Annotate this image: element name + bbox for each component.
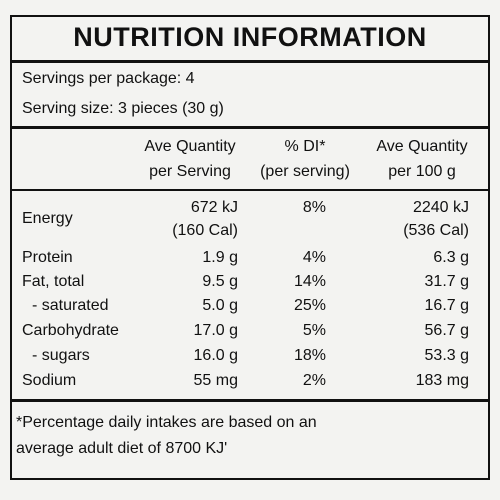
divider: [10, 126, 490, 129]
servings-per-package: Servings per package: 4: [22, 70, 195, 87]
cell-value: 16.0 g: [193, 347, 238, 364]
cell-value: 16.7 g: [424, 297, 469, 314]
cell-value: 672 kJ: [190, 199, 238, 216]
cell-value: 17.0 g: [193, 322, 238, 339]
cell-value: 6.3 g: [433, 249, 469, 266]
column-header: (per serving): [260, 163, 350, 180]
column-header: Ave Quantity: [376, 138, 468, 155]
column-header: per 100 g: [388, 163, 456, 180]
row-label: Fat, total: [22, 273, 85, 290]
cell-value: 2240 kJ: [412, 199, 469, 216]
row-label: Sodium: [22, 372, 77, 389]
cell-value: (536 Cal): [403, 222, 469, 239]
cell-value: 25%: [293, 297, 326, 314]
row-label: Protein: [22, 249, 73, 266]
cell-value: 31.7 g: [424, 273, 469, 290]
row-label: - sugars: [32, 347, 90, 364]
title: NUTRITION INFORMATION: [73, 22, 427, 52]
cell-value: 5.0 g: [202, 297, 238, 314]
cell-value: 5%: [302, 322, 326, 339]
cell-value: 4%: [302, 249, 326, 266]
cell-value: 2%: [302, 372, 326, 389]
footnote-line: average adult diet of 8700 KJ': [16, 440, 228, 457]
cell-value: 56.7 g: [424, 322, 469, 339]
cell-value: (160 Cal): [172, 222, 238, 239]
footnote-line: *Percentage daily intakes are based on a…: [16, 414, 317, 431]
cell-value: 18%: [293, 347, 326, 364]
cell-value: 55 mg: [193, 372, 238, 389]
row-label: Carbohydrate: [22, 322, 119, 339]
cell-value: 53.3 g: [424, 347, 469, 364]
column-header: Ave Quantity: [144, 138, 236, 155]
cell-value: 8%: [302, 199, 326, 216]
cell-value: 1.9 g: [202, 249, 238, 266]
cell-value: 14%: [293, 273, 326, 290]
row-label: - saturated: [32, 297, 109, 314]
column-header: per Serving: [149, 163, 231, 180]
divider: [10, 189, 490, 191]
outer-border: [10, 15, 490, 480]
cell-value: 9.5 g: [202, 273, 238, 290]
cell-value: 183 mg: [415, 372, 469, 389]
column-header: % DI*: [284, 138, 326, 155]
divider: [10, 60, 490, 63]
serving-size: Serving size: 3 pieces (30 g): [22, 100, 224, 117]
row-label: Energy: [22, 210, 73, 227]
divider: [10, 399, 490, 402]
